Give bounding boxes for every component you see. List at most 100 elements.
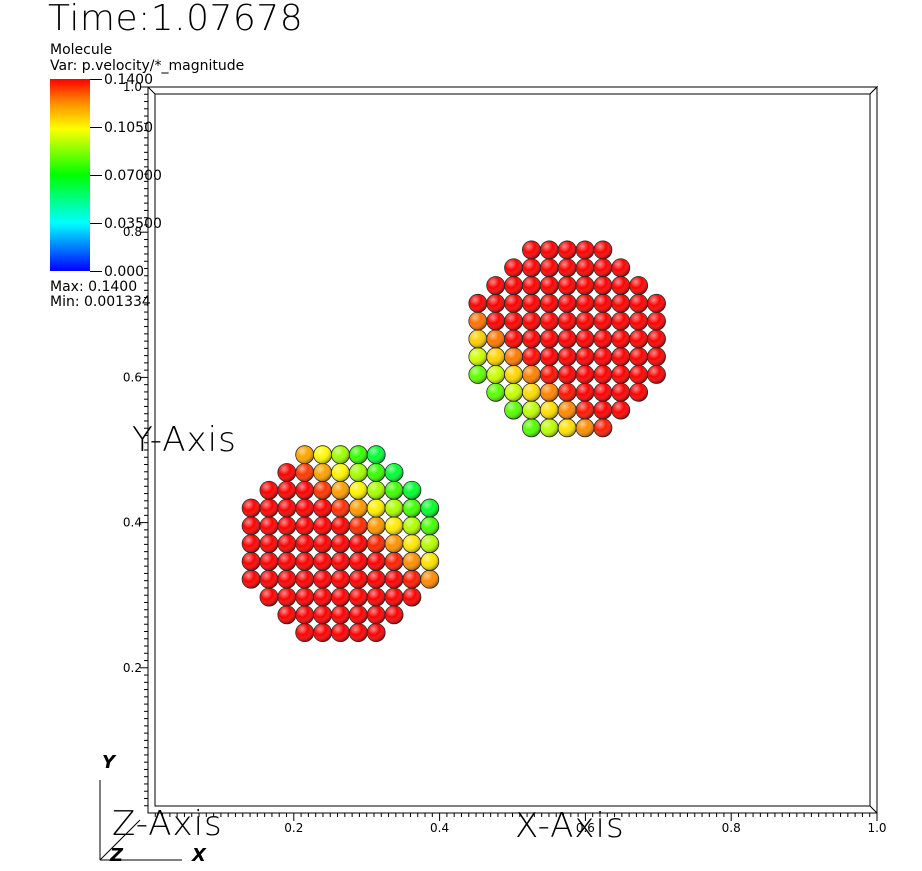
particle-shading	[540, 347, 559, 366]
particle-shading	[504, 383, 523, 402]
particle-shading	[402, 552, 421, 571]
particle-shading	[277, 570, 296, 589]
particle-shading	[593, 312, 612, 331]
particle-shading	[486, 329, 505, 348]
particle-shading	[540, 401, 559, 420]
particle-shading	[504, 276, 523, 295]
particle-shading	[468, 294, 487, 313]
particle-shading	[575, 294, 595, 313]
particle-shading	[295, 516, 314, 535]
particle-shading	[367, 534, 386, 553]
particle-shading	[486, 276, 505, 295]
triad-y-label: Y	[102, 752, 116, 773]
particle-shading	[313, 623, 332, 642]
particle-shading	[558, 401, 577, 420]
particle-shading	[486, 347, 505, 366]
particle-shading	[629, 365, 648, 384]
particle-shading	[540, 258, 559, 277]
particle-shading	[384, 570, 404, 589]
particle-shading	[402, 587, 421, 607]
particle-shading	[367, 605, 386, 624]
particle-shading	[540, 329, 559, 348]
particle-shading	[504, 329, 523, 348]
particle-shading	[313, 516, 332, 535]
particle-shading	[331, 605, 350, 624]
particle-shading	[295, 623, 314, 642]
particle-shading	[384, 587, 404, 607]
particle-shading	[349, 445, 368, 464]
particle-shading	[593, 276, 612, 295]
particle-shading	[468, 329, 487, 348]
particle-shading	[611, 276, 630, 295]
particle-shading	[575, 365, 595, 384]
particle-shading	[468, 347, 487, 366]
particle-shading	[611, 294, 630, 313]
particle-shading	[540, 294, 559, 313]
particle-shading	[384, 499, 404, 518]
particle-shading	[349, 534, 368, 553]
particle-shading	[522, 329, 541, 348]
particle-shading	[486, 312, 505, 331]
particle-shading	[629, 312, 648, 331]
particle-shading	[575, 383, 595, 402]
particle-shading	[331, 534, 350, 553]
particle-shading	[367, 623, 386, 642]
particle-shading	[295, 605, 314, 624]
legend-variable: Var: p.velocity/*_magnitude	[50, 58, 245, 74]
particle-shading	[313, 552, 332, 571]
particle-shading	[349, 463, 368, 482]
colorbar-label-min: 0.000	[104, 264, 145, 280]
particle-shading	[420, 516, 439, 535]
particle-shading	[277, 516, 296, 535]
particle-shading	[522, 365, 541, 384]
y-tick-label: 0.6	[123, 370, 142, 384]
particle-shading	[593, 329, 612, 348]
particle-shading	[593, 365, 612, 384]
particle-shading	[558, 383, 577, 402]
particle-shading	[349, 516, 368, 535]
particle-shading	[540, 240, 559, 260]
particle-shading	[367, 587, 386, 607]
particle-shading	[522, 258, 541, 277]
particle-shading	[367, 552, 386, 571]
particle-shading	[349, 552, 368, 571]
triad-x-label: X	[192, 845, 206, 866]
particle-shading	[384, 516, 404, 535]
particle-shading	[575, 418, 595, 437]
particle-shading	[313, 481, 332, 500]
particle-shading	[242, 499, 261, 518]
particle-shading	[331, 463, 350, 482]
particle-shading	[540, 276, 559, 295]
axis-ticks: 0.2 0.4 0.6 0.8 1.0 0.2 0.4 0.6 0.8 1.0	[123, 80, 887, 835]
particle-shading	[522, 418, 541, 437]
particle-shading	[575, 401, 595, 420]
y-tick-label: 0.4	[123, 516, 142, 530]
particle-shading	[575, 312, 595, 331]
particle-shading	[295, 499, 314, 518]
particle-shading	[367, 570, 386, 589]
particle-shading	[349, 481, 368, 500]
particle-shading	[647, 365, 666, 384]
colorbar-label-q3: 0.1050	[104, 120, 153, 136]
particle-shading	[522, 347, 541, 366]
particle-shading	[593, 383, 612, 402]
particle-shading	[558, 240, 577, 260]
particle-shading	[277, 463, 296, 482]
particle-shading	[295, 570, 314, 589]
particle-shading	[611, 329, 630, 348]
particle-shading	[384, 463, 404, 482]
particle-shading	[331, 445, 350, 464]
particle-shading	[558, 294, 577, 313]
x-tick-label: 0.6	[576, 821, 595, 835]
particle-shading	[384, 552, 404, 571]
particle-shading	[402, 499, 421, 518]
particle-shading	[575, 329, 595, 348]
particle-shading	[259, 552, 279, 571]
particle-shading	[504, 347, 523, 366]
particle-shading	[558, 276, 577, 295]
particle-shading	[593, 240, 612, 260]
particle-shading	[420, 534, 439, 553]
particle-shading	[522, 294, 541, 313]
particle-shading	[558, 347, 577, 366]
